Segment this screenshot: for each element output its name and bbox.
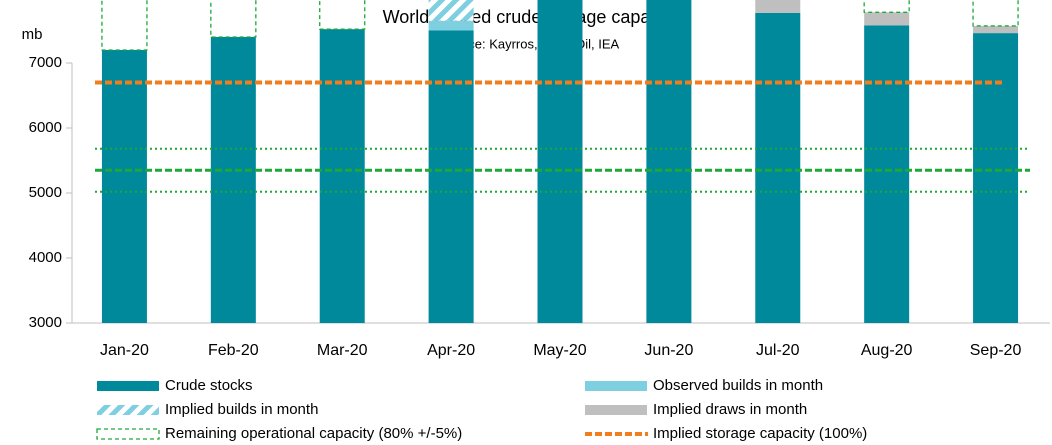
bar-segment xyxy=(428,30,474,323)
x-tick-label: Sep-20 xyxy=(970,342,1022,359)
legend-label: Crude stocks xyxy=(165,377,253,394)
y-tick-label: 7000 xyxy=(29,54,62,71)
bar-segment xyxy=(646,0,692,324)
x-tick-label: May-20 xyxy=(533,342,586,359)
bar-segment xyxy=(864,25,910,324)
bar-segment xyxy=(428,20,474,31)
bar-segment xyxy=(864,12,910,26)
bar-segment xyxy=(537,0,583,323)
bar-segment xyxy=(210,37,256,323)
y-tick-label: 3000 xyxy=(29,314,62,331)
y-axis-label: mb xyxy=(22,26,43,43)
x-tick-label: Aug-20 xyxy=(861,342,913,359)
legend-label: Remaining operational capacity (80% +/-5… xyxy=(165,425,462,442)
legend-swatch xyxy=(585,405,647,415)
x-tick-label: Feb-20 xyxy=(208,342,259,359)
bar-segment xyxy=(755,0,801,13)
legend-label: Implied storage capacity (100%) xyxy=(653,425,867,442)
x-tick-label: Jan-20 xyxy=(100,342,149,359)
bar-segment xyxy=(428,0,474,21)
x-tick-label: Mar-20 xyxy=(317,342,368,359)
bar-segment xyxy=(863,0,910,13)
y-tick-label: 5000 xyxy=(29,184,62,201)
y-tick-label: 4000 xyxy=(29,249,62,266)
x-tick-label: Jun-20 xyxy=(644,342,693,359)
chart-title: World implied crude storage capacity xyxy=(383,7,678,27)
x-tick-label: Apr-20 xyxy=(427,342,475,359)
legend-label: Implied draws in month xyxy=(653,401,807,418)
bar-segment xyxy=(973,25,1019,34)
bar-segment xyxy=(755,12,801,323)
x-tick-label: Jul-20 xyxy=(756,342,800,359)
legend-label: Observed builds in month xyxy=(653,377,823,394)
bar-segment xyxy=(972,0,1019,27)
legend-label: Implied builds in month xyxy=(165,401,318,418)
bar-segment xyxy=(319,29,365,323)
y-tick-label: 6000 xyxy=(29,119,62,136)
bar-segment xyxy=(210,0,257,38)
legend-swatch xyxy=(585,381,647,391)
bar-segment xyxy=(973,33,1019,323)
legend-swatch xyxy=(97,405,159,415)
bar-segment xyxy=(101,0,148,51)
legend-swatch xyxy=(96,428,160,440)
bar-segment xyxy=(101,50,147,323)
bar-segment xyxy=(319,0,366,30)
legend-swatch xyxy=(97,381,159,391)
